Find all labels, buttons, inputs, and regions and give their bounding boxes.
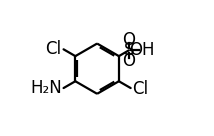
Text: O: O — [122, 31, 135, 49]
Text: OH: OH — [129, 41, 155, 59]
Text: H₂N: H₂N — [30, 79, 62, 97]
Text: Cl: Cl — [132, 80, 149, 98]
Text: Cl: Cl — [46, 40, 62, 58]
Text: S: S — [124, 41, 134, 59]
Text: O: O — [122, 52, 135, 69]
